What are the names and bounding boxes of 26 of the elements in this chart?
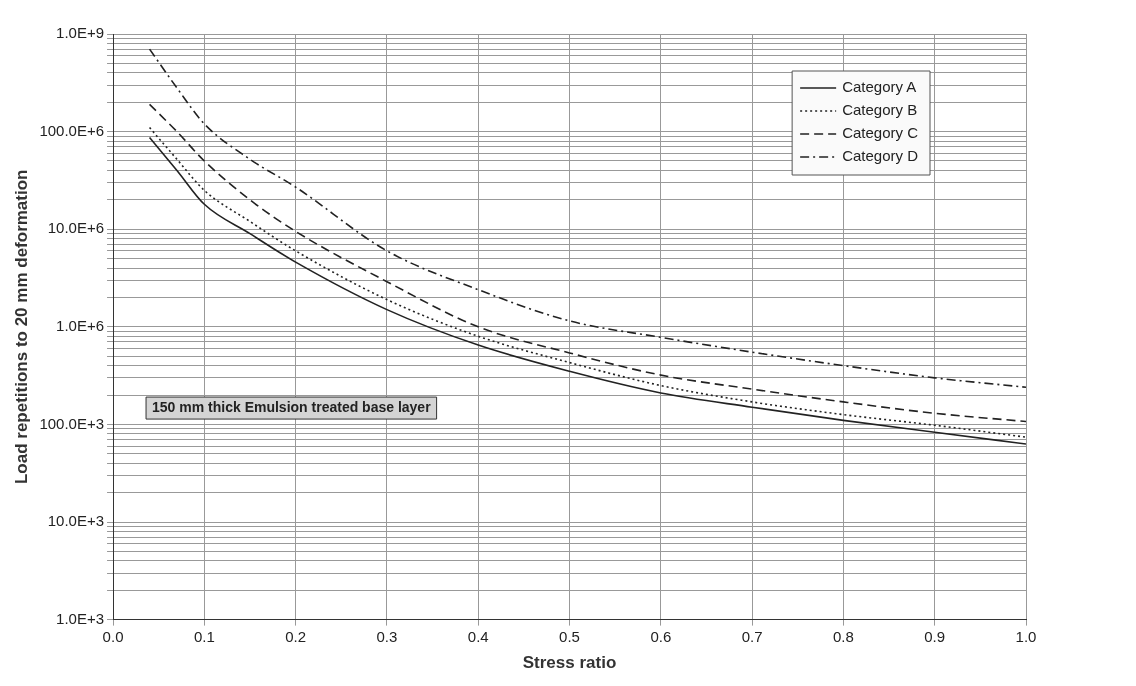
- x-tick-label: 0.8: [832, 627, 854, 645]
- x-tick-label: 0.4: [467, 627, 489, 645]
- x-axis-title: Stress ratio: [522, 653, 617, 673]
- annotation: 150 mm thick Emulsion treated base layer: [152, 398, 432, 415]
- x-tick-label: 0.6: [650, 627, 672, 645]
- y-tick-label: 1.0E+3: [56, 609, 105, 627]
- x-tick-label: 0.1: [193, 627, 215, 645]
- x-tick-label: 0.9: [924, 627, 946, 645]
- x-tick-label: 0.0: [102, 627, 124, 645]
- y-tick-label: 100.0E+3: [39, 414, 105, 432]
- legend-label: Category C: [842, 124, 919, 142]
- x-tick-label: 0.2: [285, 627, 307, 645]
- y-tick-label: 1.0E+6: [56, 316, 105, 334]
- y-tick-label: 100.0E+6: [39, 121, 105, 139]
- y-tick-label: 10.0E+6: [47, 219, 105, 237]
- line-series: [148, 48, 1026, 389]
- y-tick-label: 1.0E+9: [56, 24, 105, 42]
- legend-label: Category A: [842, 78, 917, 96]
- y-tick-label: 10.0E+3: [47, 512, 105, 530]
- x-tick-label: 0.7: [741, 627, 763, 645]
- x-tick-label: 0.5: [559, 627, 580, 645]
- x-tick-label: 1.0: [1015, 627, 1037, 645]
- legend-label: Category B: [842, 101, 918, 119]
- y-axis-title: Load repetitions to 20 mm deformation: [11, 169, 31, 485]
- x-tick-label: 0.3: [376, 627, 398, 645]
- legend-label: Category D: [842, 147, 919, 165]
